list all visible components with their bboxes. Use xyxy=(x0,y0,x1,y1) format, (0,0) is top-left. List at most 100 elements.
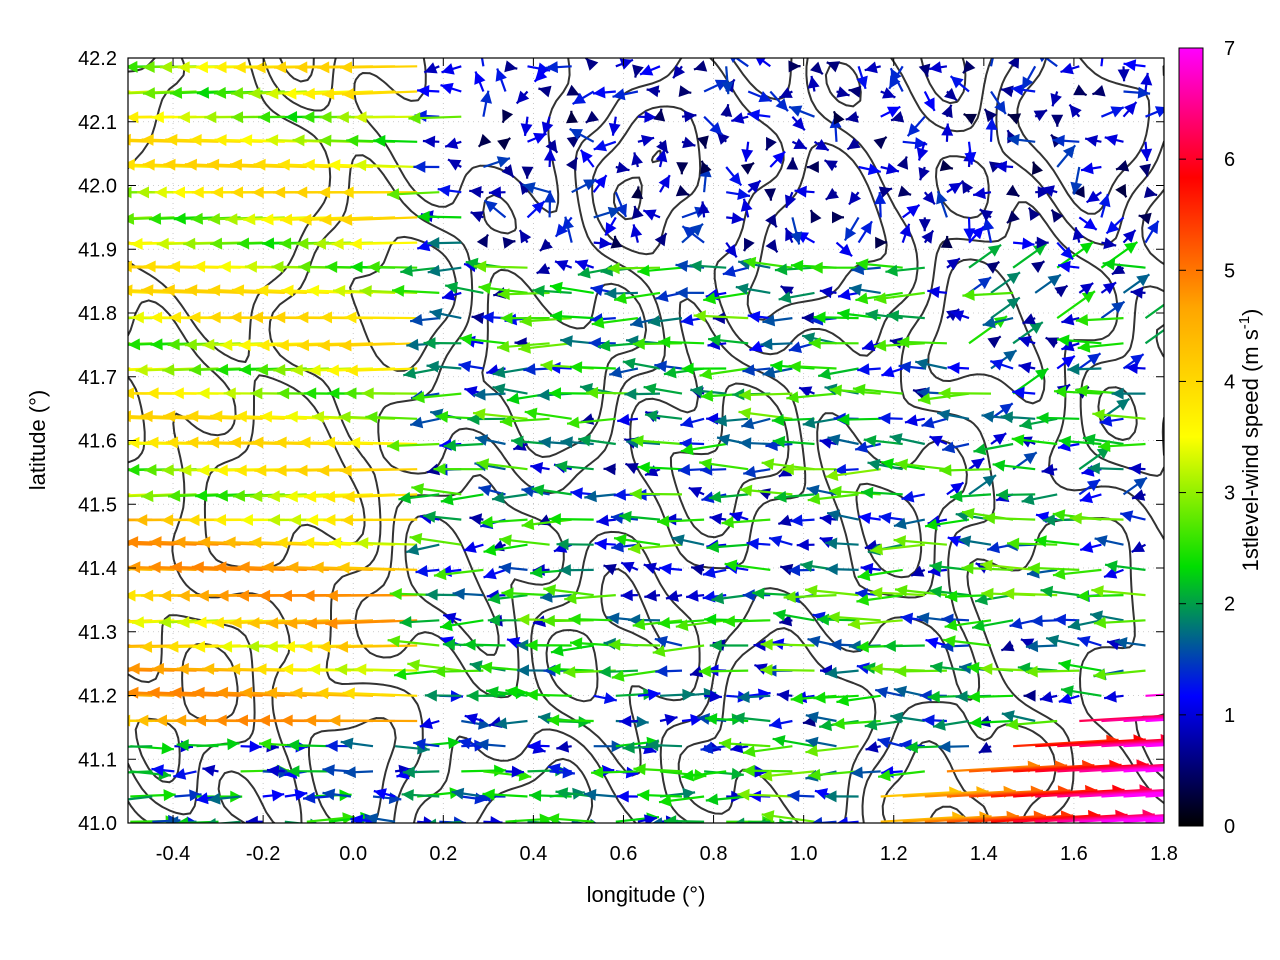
wind-vector xyxy=(675,185,690,197)
wind-vector xyxy=(616,790,638,803)
wind-vector xyxy=(781,463,837,476)
wind-vector xyxy=(1091,585,1146,598)
wind-vector xyxy=(746,537,771,550)
wind-vector xyxy=(1122,101,1138,118)
wind-vector xyxy=(128,745,153,748)
wind-vector xyxy=(918,217,931,232)
wind-vector xyxy=(936,190,948,218)
wind-vector xyxy=(980,559,1036,572)
wind-vector xyxy=(1101,237,1117,250)
wind-vector xyxy=(1100,281,1117,295)
wind-vector xyxy=(1036,412,1080,424)
wind-vector xyxy=(632,618,683,631)
wind-vector xyxy=(764,188,776,201)
wind-vector xyxy=(880,87,896,99)
wind-vector xyxy=(207,792,241,805)
wind-vector xyxy=(873,136,888,150)
wind-vector xyxy=(837,288,859,301)
wind-vector xyxy=(441,63,462,75)
wind-vector xyxy=(1105,216,1125,235)
wind-vector xyxy=(699,458,749,471)
wind-vector xyxy=(631,186,644,199)
wind-vector xyxy=(1033,109,1048,122)
wind-vector xyxy=(819,437,837,449)
wind-vector xyxy=(476,233,489,248)
wind-vector xyxy=(824,790,859,803)
wind-vector xyxy=(921,416,948,429)
wind-vector xyxy=(994,160,1014,173)
wind-vector xyxy=(836,86,850,98)
wind-vector xyxy=(1058,435,1102,448)
wind-vector xyxy=(541,116,554,136)
colorbar-tick-label: 2 xyxy=(1224,594,1235,616)
wind-vector xyxy=(531,484,572,497)
wind-vector xyxy=(1128,462,1146,475)
wind-vector xyxy=(946,481,965,496)
wind-vector xyxy=(1077,340,1124,353)
wind-vector xyxy=(863,435,903,447)
wind-vector xyxy=(762,314,793,327)
wind-vector xyxy=(425,588,462,601)
wind-vector xyxy=(904,414,925,427)
wind-vector xyxy=(583,788,616,801)
wind-vector xyxy=(459,333,506,346)
wind-vector xyxy=(433,463,484,476)
x-tick-label: 1.0 xyxy=(790,843,818,865)
wind-vector xyxy=(949,75,970,93)
wind-vector xyxy=(958,535,992,548)
wind-vector xyxy=(441,289,462,301)
wind-vector xyxy=(530,462,550,474)
wind-vector xyxy=(365,411,418,424)
wind-vector xyxy=(722,265,749,277)
wind-vector xyxy=(1031,161,1043,175)
wind-vector xyxy=(813,139,830,152)
wind-vector xyxy=(968,474,997,496)
wind-vector xyxy=(1140,141,1153,162)
wind-vector xyxy=(808,768,859,781)
wind-vector xyxy=(550,644,594,657)
wind-vector xyxy=(962,288,1014,301)
wind-vector xyxy=(995,488,1036,501)
wind-vector xyxy=(487,592,528,605)
wind-vector xyxy=(408,112,462,125)
wind-vector xyxy=(409,532,462,546)
wind-vector xyxy=(813,311,859,324)
wind-vector xyxy=(1139,163,1151,177)
wind-vector xyxy=(413,738,440,751)
wind-vector xyxy=(592,86,616,99)
y-tick-label: 41.9 xyxy=(78,239,117,261)
wind-vector xyxy=(1144,186,1158,198)
wind-vector xyxy=(881,366,904,378)
y-axis-title: latitude (°) xyxy=(25,390,50,491)
wind-vector xyxy=(564,592,616,605)
colorbar-ramp xyxy=(1178,47,1204,827)
wind-vector xyxy=(387,188,440,201)
wind-vector xyxy=(483,567,506,580)
wind-vector xyxy=(1138,212,1152,225)
wind-vector xyxy=(819,513,837,526)
wind-vector xyxy=(540,590,572,603)
x-tick-label: -0.4 xyxy=(156,843,190,865)
wind-vector xyxy=(1080,162,1102,175)
wind-vector xyxy=(354,159,418,172)
wind-vector xyxy=(857,220,873,244)
x-tick-label: 1.6 xyxy=(1060,843,1088,865)
wind-vector xyxy=(657,515,705,528)
wind-vector xyxy=(837,413,881,426)
wind-vector xyxy=(637,110,657,123)
wind-vector xyxy=(593,206,622,219)
wind-vector xyxy=(755,58,771,68)
wind-vector xyxy=(325,589,418,602)
wind-vector xyxy=(858,163,882,176)
y-tick-label: 41.0 xyxy=(78,813,117,835)
wind-vector xyxy=(1125,362,1146,374)
wind-vector xyxy=(619,715,638,728)
wind-vector xyxy=(776,689,793,702)
wind-vector xyxy=(642,209,661,221)
wind-vector xyxy=(439,619,484,632)
wind-vector xyxy=(485,686,528,699)
wind-vector xyxy=(409,416,440,429)
wind-vector xyxy=(1054,284,1069,298)
wind-vector xyxy=(819,286,837,299)
wind-vector xyxy=(806,484,837,497)
